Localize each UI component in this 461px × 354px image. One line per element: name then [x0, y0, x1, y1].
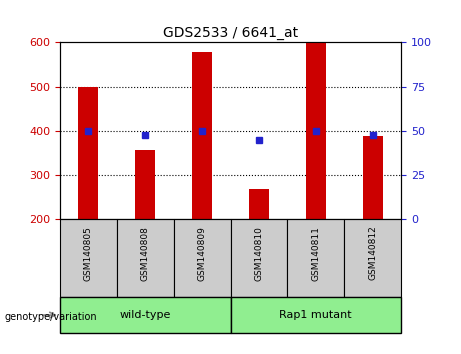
Bar: [230, 219, 287, 297]
Text: GSM140809: GSM140809: [198, 226, 207, 281]
Bar: [306, 42, 326, 219]
Bar: [60, 297, 230, 333]
Text: GSM140810: GSM140810: [254, 226, 263, 281]
Text: GSM140808: GSM140808: [141, 226, 150, 281]
Bar: [78, 87, 98, 219]
Bar: [287, 219, 344, 297]
Bar: [192, 52, 212, 219]
Bar: [249, 188, 269, 219]
Bar: [230, 297, 401, 333]
Bar: [363, 136, 383, 219]
Bar: [174, 219, 230, 297]
Text: genotype/variation: genotype/variation: [5, 312, 97, 321]
Text: GSM140805: GSM140805: [84, 226, 93, 281]
Text: GSM140812: GSM140812: [368, 226, 377, 280]
Text: Rap1 mutant: Rap1 mutant: [279, 310, 352, 320]
Bar: [117, 219, 174, 297]
Bar: [60, 219, 117, 297]
Title: GDS2533 / 6641_at: GDS2533 / 6641_at: [163, 26, 298, 40]
Text: wild-type: wild-type: [119, 310, 171, 320]
Text: GSM140811: GSM140811: [311, 226, 320, 281]
Bar: [344, 219, 401, 297]
Bar: [135, 149, 155, 219]
